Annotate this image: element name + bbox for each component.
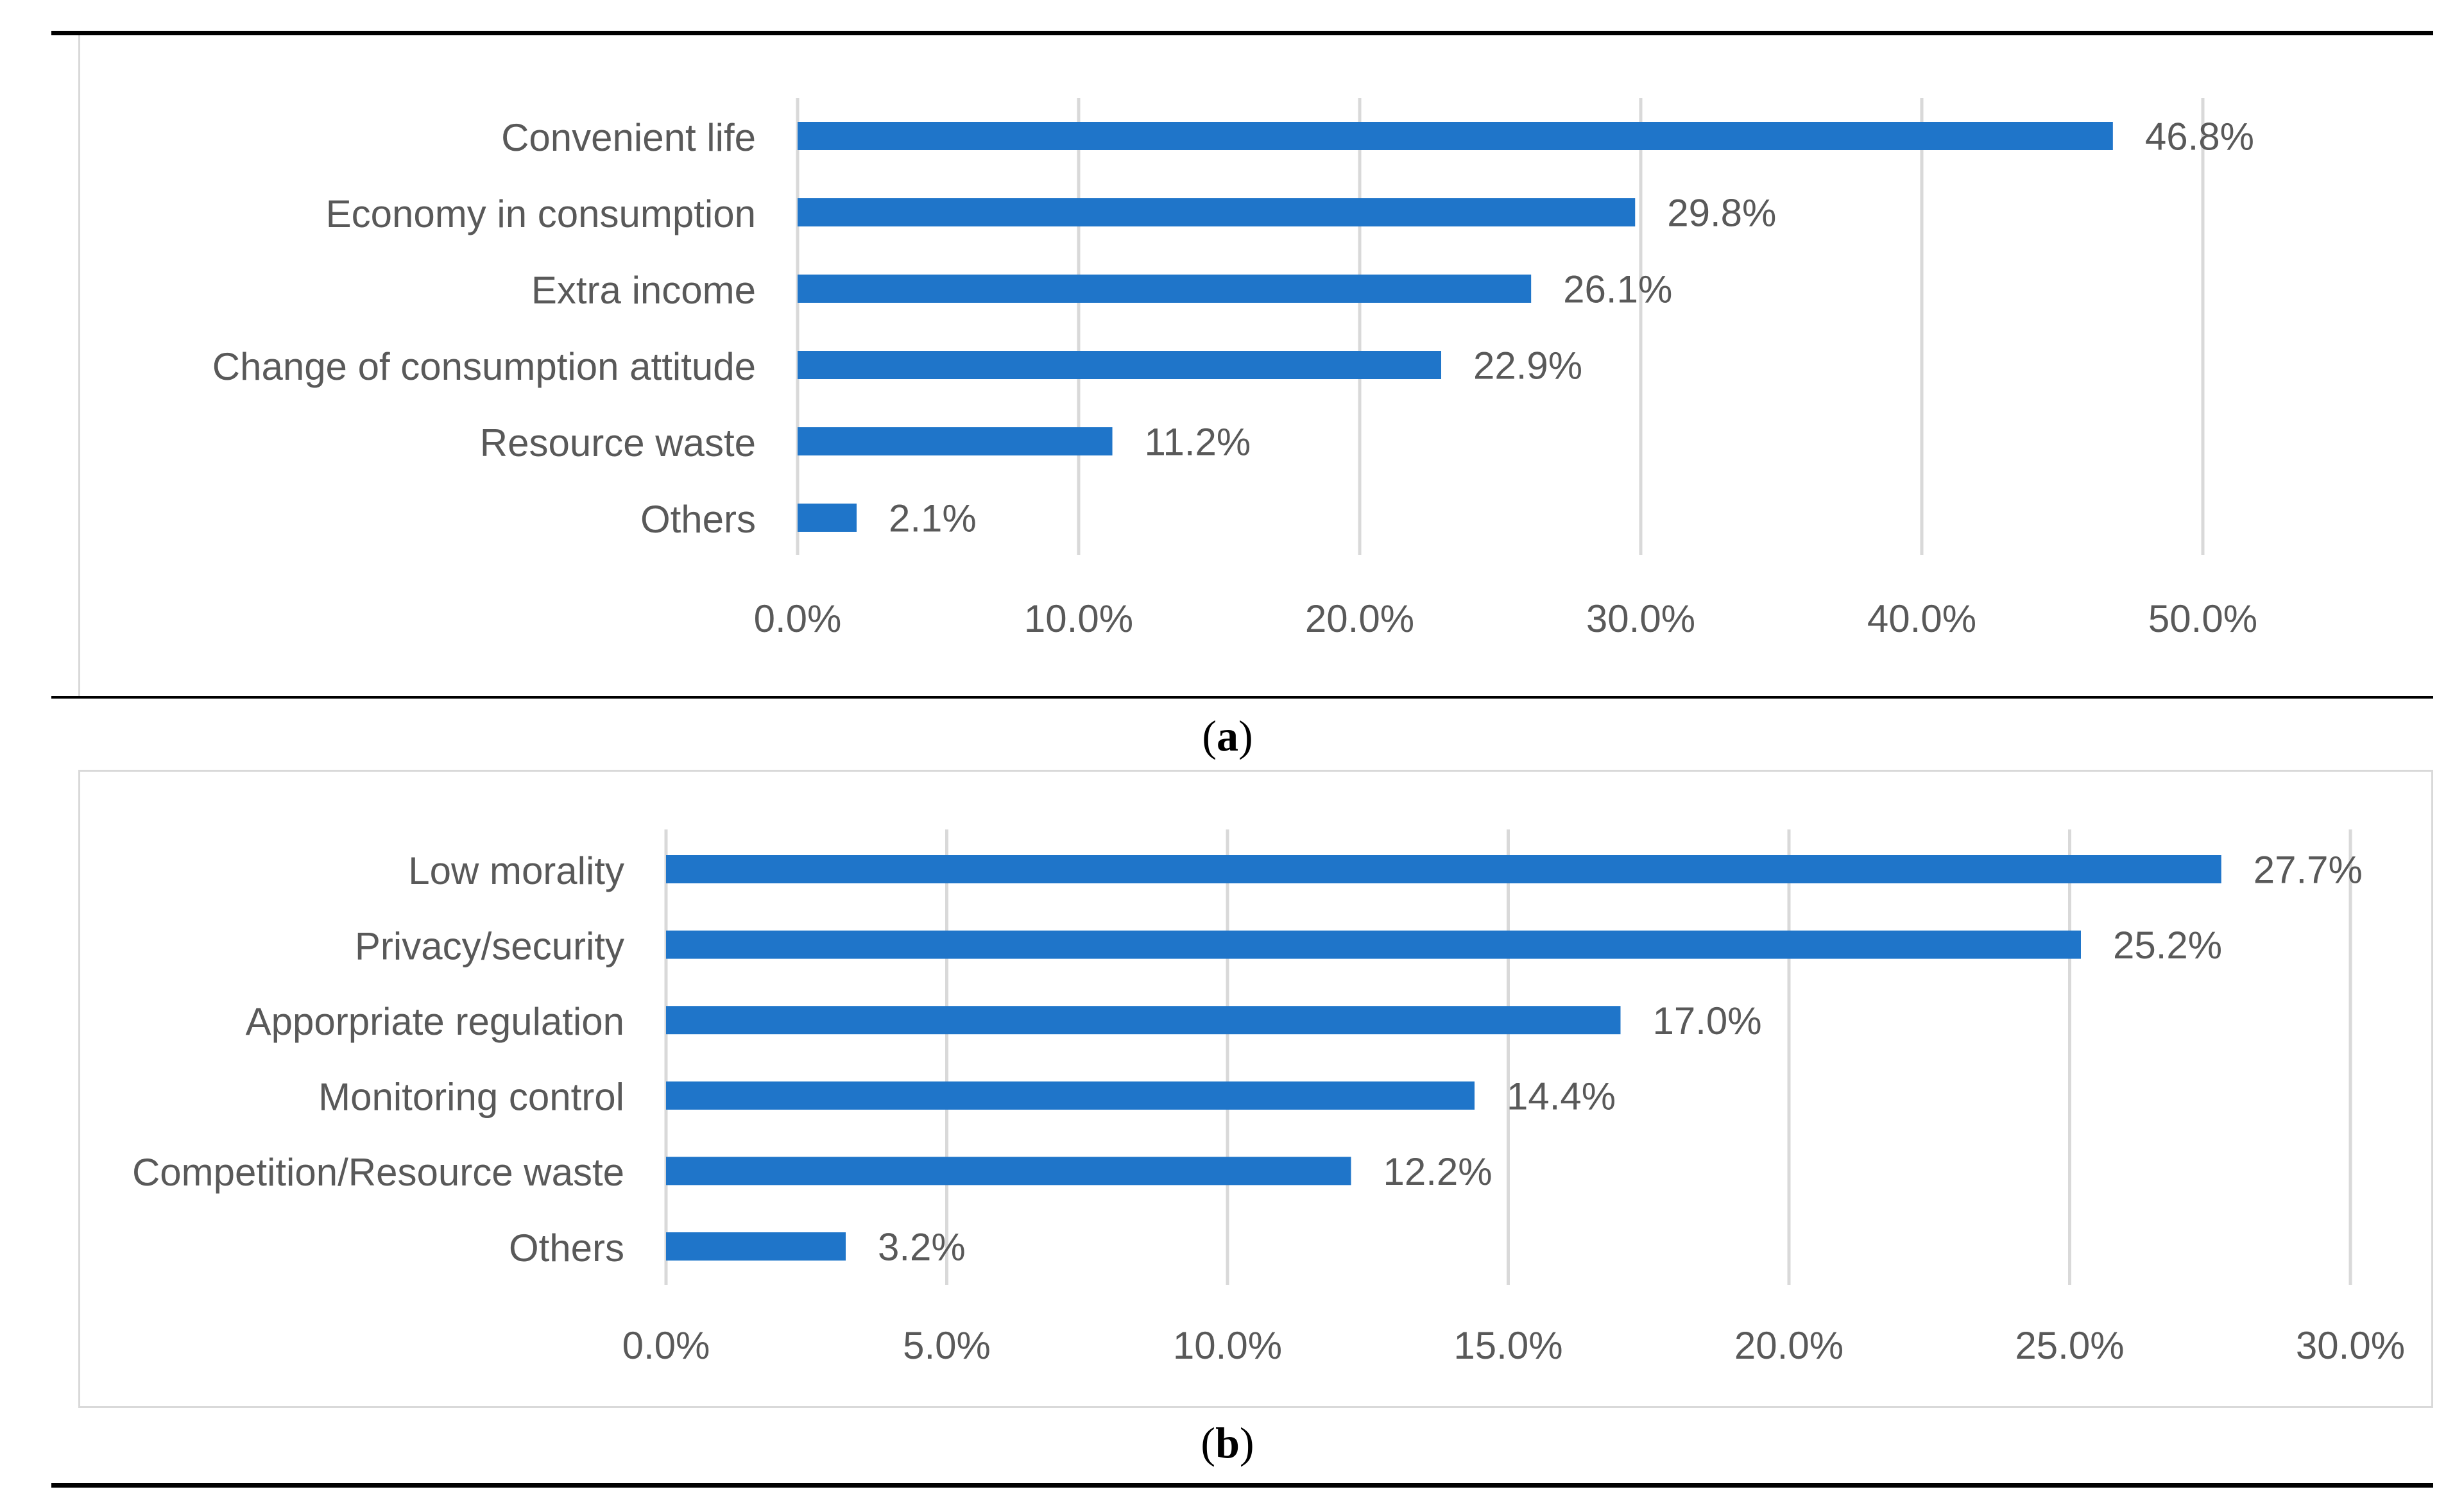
chart-a-category-label-3: Change of consumption attitude xyxy=(212,345,756,388)
chart-b-bar-2 xyxy=(666,1006,1621,1035)
panel-label-a: (a) xyxy=(1202,711,1253,760)
chart-a-category-label-5: Others xyxy=(640,498,756,541)
chart-a-value-label-0: 46.8% xyxy=(2145,115,2254,158)
chart-a-value-label-1: 29.8% xyxy=(1667,192,1776,235)
chart-b-tick-label-6: 30.0% xyxy=(2296,1324,2405,1367)
chart-a-value-label-5: 2.1% xyxy=(889,497,977,540)
bar-chart-a: 0.0% 10.0% 20.0% 30.0% 40.0% 50.0% Convenient … xyxy=(212,98,2257,640)
chart-b-category-label-2: Apporpriate regulation xyxy=(246,1000,624,1043)
chart-a-bar-1 xyxy=(798,198,1636,226)
chart-b-tick-label-3: 15.0% xyxy=(1453,1324,1562,1367)
chart-panel-a: 0.0% 10.0% 20.0% 30.0% 40.0% 50.0% Convenient … xyxy=(78,35,2433,696)
chart-b-bar-0 xyxy=(666,855,2221,883)
chart-b-category-label-5: Others xyxy=(509,1227,624,1270)
chart-a-bar-4 xyxy=(798,427,1113,455)
chart-b-category-label-0: Low morality xyxy=(408,849,624,892)
chart-b-value-label-2: 17.0% xyxy=(1653,999,1762,1042)
chart-a-bar-2 xyxy=(798,275,1532,303)
chart-b-tick-label-0: 0.0% xyxy=(622,1324,710,1367)
chart-a-value-label-3: 22.9% xyxy=(1473,344,1582,387)
chart-a-bar-5 xyxy=(798,504,857,532)
chart-a-tick-label-3: 30.0% xyxy=(1586,597,1695,640)
chart-b-category-label-3: Monitoring control xyxy=(318,1076,624,1119)
chart-b-category-label-4: Competition/Resource waste xyxy=(132,1151,624,1194)
chart-b-tick-label-5: 25.0% xyxy=(2015,1324,2124,1367)
chart-b-value-label-3: 14.4% xyxy=(1507,1075,1616,1117)
chart-a-bar-3 xyxy=(798,351,1442,379)
chart-a-bar-0 xyxy=(798,122,2113,150)
top-rule xyxy=(51,31,2433,35)
middle-rule xyxy=(51,696,2433,699)
chart-b-value-label-0: 27.7% xyxy=(2254,849,2363,892)
chart-a-value-label-2: 26.1% xyxy=(1563,268,1672,311)
chart-a-category-label-1: Economy in consumption xyxy=(326,192,756,235)
chart-b-value-label-4: 12.2% xyxy=(1383,1150,1493,1193)
chart-b-tick-label-1: 5.0% xyxy=(903,1324,991,1367)
chart-b-tick-label-2: 10.0% xyxy=(1173,1324,1282,1367)
panel-label-b: (b) xyxy=(1201,1418,1254,1467)
chart-b-value-label-1: 25.2% xyxy=(2113,924,2222,967)
chart-a-category-label-0: Convenient life xyxy=(501,116,756,159)
chart-a-tick-label-0: 0.0% xyxy=(754,597,842,640)
bottom-rule xyxy=(51,1483,2433,1488)
panel-label-a-text: a xyxy=(1217,711,1238,760)
bar-chart-b: 0.0% 5.0% 10.0% 15.0% 20.0% 25.0% 30.0% Low mor… xyxy=(132,829,2405,1367)
chart-b-bar-3 xyxy=(666,1081,1475,1110)
chart-a-category-label-2: Extra income xyxy=(531,269,756,312)
chart-b-bar-4 xyxy=(666,1157,1351,1185)
chart-a-category-label-4: Resource waste xyxy=(480,421,756,464)
chart-a-tick-label-4: 40.0% xyxy=(1867,597,1976,640)
panel-label-b-text: b xyxy=(1215,1418,1240,1467)
chart-a-tick-label-5: 50.0% xyxy=(2148,597,2257,640)
chart-b-value-label-5: 3.2% xyxy=(878,1226,966,1269)
chart-panel-b: 0.0% 5.0% 10.0% 15.0% 20.0% 25.0% 30.0% Low mor… xyxy=(78,770,2433,1408)
chart-b-bar-1 xyxy=(666,930,2081,959)
chart-a-value-label-4: 11.2% xyxy=(1145,421,1251,464)
chart-a-tick-label-1: 10.0% xyxy=(1024,597,1133,640)
chart-b-category-label-1: Privacy/security xyxy=(355,924,624,967)
chart-a-tick-label-2: 20.0% xyxy=(1305,597,1414,640)
chart-b-tick-label-4: 20.0% xyxy=(1734,1324,1843,1367)
chart-b-bar-5 xyxy=(666,1232,846,1261)
